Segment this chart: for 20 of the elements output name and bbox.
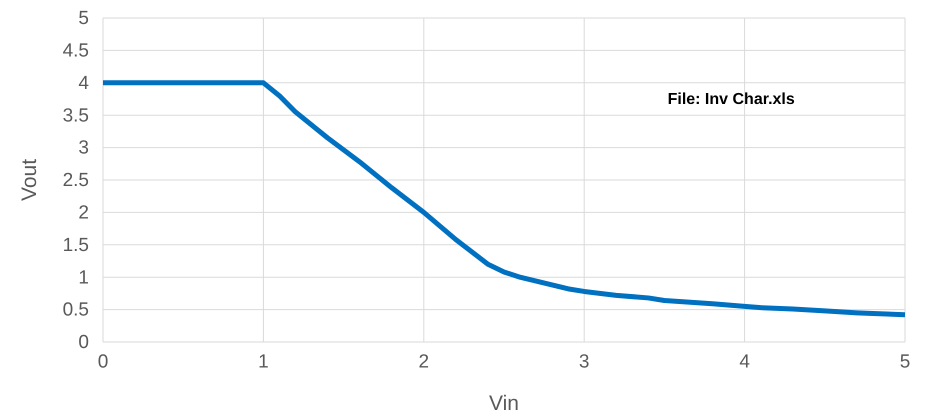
x-tick-label: 0 <box>98 351 108 372</box>
annotation: File: Inv Char.xls <box>668 91 795 108</box>
y-tick-label: 2 <box>78 202 89 224</box>
y-tick-label: 3 <box>78 138 89 159</box>
y-tick-label: 4 <box>78 72 90 94</box>
y-tick-label: 0.5 <box>62 300 89 321</box>
x-tick-label: 1 <box>258 351 269 372</box>
y-tick-label: 0 <box>78 332 89 354</box>
x-tick-label: 5 <box>900 351 910 372</box>
y-tick-label: 1 <box>78 267 89 288</box>
y-axis-title: Vout <box>18 158 41 202</box>
y-tick-label: 2.5 <box>62 170 89 192</box>
y-tick-label: 5 <box>78 8 89 30</box>
x-tick-label: 2 <box>418 351 430 372</box>
y-tick-label: 1.5 <box>62 234 89 256</box>
x-tick-label: 4 <box>739 351 750 372</box>
y-tick-label: 4.5 <box>62 40 89 62</box>
y-tick-label: 3.5 <box>62 105 89 126</box>
x-axis-title: Vin <box>489 392 519 415</box>
x-tick-label: 3 <box>578 351 590 372</box>
